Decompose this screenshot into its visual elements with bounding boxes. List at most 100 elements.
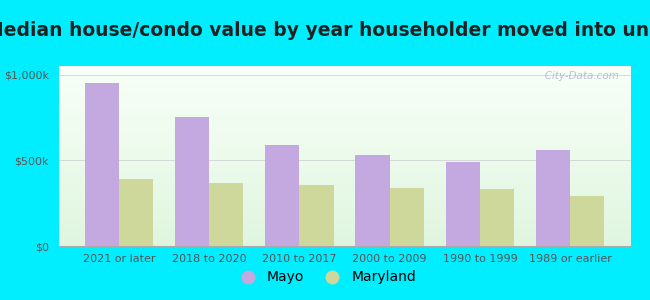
- Bar: [58, 103, 630, 104]
- Bar: [58, 96, 630, 97]
- Bar: [58, 76, 630, 77]
- Bar: [58, 110, 630, 111]
- Bar: [58, 93, 630, 94]
- Bar: [58, 84, 630, 85]
- Bar: [58, 132, 630, 133]
- Bar: [58, 190, 630, 191]
- Bar: [58, 188, 630, 189]
- Bar: [58, 211, 630, 212]
- Bar: [58, 240, 630, 241]
- Bar: [58, 68, 630, 69]
- Bar: [58, 195, 630, 196]
- Bar: [58, 108, 630, 109]
- Bar: [58, 209, 630, 210]
- Bar: [58, 86, 630, 87]
- Bar: [58, 71, 630, 72]
- Bar: [265, 145, 300, 246]
- Bar: [58, 152, 630, 153]
- Bar: [119, 179, 153, 246]
- Bar: [58, 138, 630, 139]
- Bar: [58, 161, 630, 162]
- Bar: [58, 151, 630, 152]
- Bar: [58, 123, 630, 124]
- Bar: [58, 214, 630, 215]
- Bar: [58, 127, 630, 128]
- Bar: [58, 114, 630, 115]
- Bar: [58, 173, 630, 174]
- Bar: [58, 155, 630, 156]
- Bar: [58, 221, 630, 222]
- Bar: [58, 236, 630, 237]
- Bar: [58, 83, 630, 84]
- Bar: [300, 185, 333, 246]
- Bar: [356, 155, 389, 246]
- Bar: [58, 223, 630, 224]
- Bar: [58, 197, 630, 198]
- Bar: [58, 70, 630, 71]
- Bar: [58, 95, 630, 96]
- Bar: [58, 89, 630, 90]
- Bar: [58, 118, 630, 119]
- Bar: [58, 194, 630, 195]
- Bar: [58, 175, 630, 176]
- Bar: [58, 226, 630, 227]
- Bar: [570, 196, 604, 246]
- Bar: [58, 218, 630, 219]
- Bar: [58, 111, 630, 112]
- Bar: [58, 166, 630, 167]
- Bar: [58, 85, 630, 86]
- Bar: [58, 137, 630, 138]
- Bar: [480, 189, 514, 246]
- Bar: [58, 102, 630, 103]
- Bar: [58, 126, 630, 127]
- Bar: [58, 119, 630, 120]
- Bar: [175, 117, 209, 246]
- Bar: [58, 150, 630, 151]
- Bar: [58, 148, 630, 149]
- Bar: [58, 170, 630, 171]
- Bar: [58, 77, 630, 78]
- Bar: [58, 116, 630, 117]
- Bar: [58, 213, 630, 214]
- Bar: [58, 149, 630, 150]
- Bar: [58, 183, 630, 184]
- Bar: [446, 162, 480, 246]
- Bar: [58, 107, 630, 108]
- Bar: [58, 91, 630, 92]
- Bar: [58, 100, 630, 101]
- Bar: [58, 184, 630, 185]
- Bar: [58, 79, 630, 80]
- Bar: [58, 90, 630, 91]
- Bar: [58, 120, 630, 121]
- Bar: [58, 189, 630, 190]
- Bar: [58, 196, 630, 197]
- Bar: [58, 162, 630, 163]
- Bar: [58, 112, 630, 113]
- Bar: [58, 176, 630, 177]
- Bar: [58, 239, 630, 240]
- Bar: [58, 128, 630, 129]
- Bar: [58, 117, 630, 118]
- Bar: [58, 171, 630, 172]
- Bar: [58, 101, 630, 102]
- Bar: [58, 219, 630, 220]
- Bar: [58, 146, 630, 147]
- Bar: [58, 241, 630, 242]
- Bar: [58, 141, 630, 142]
- Bar: [58, 182, 630, 183]
- Bar: [58, 200, 630, 201]
- Bar: [58, 94, 630, 95]
- Bar: [58, 242, 630, 243]
- Bar: [58, 156, 630, 157]
- Bar: [58, 193, 630, 194]
- Bar: [58, 124, 630, 125]
- Bar: [58, 140, 630, 141]
- Bar: [58, 172, 630, 173]
- Bar: [58, 113, 630, 114]
- Bar: [58, 181, 630, 182]
- Bar: [58, 72, 630, 73]
- Bar: [58, 220, 630, 221]
- Bar: [58, 227, 630, 228]
- Bar: [58, 160, 630, 161]
- Bar: [58, 178, 630, 179]
